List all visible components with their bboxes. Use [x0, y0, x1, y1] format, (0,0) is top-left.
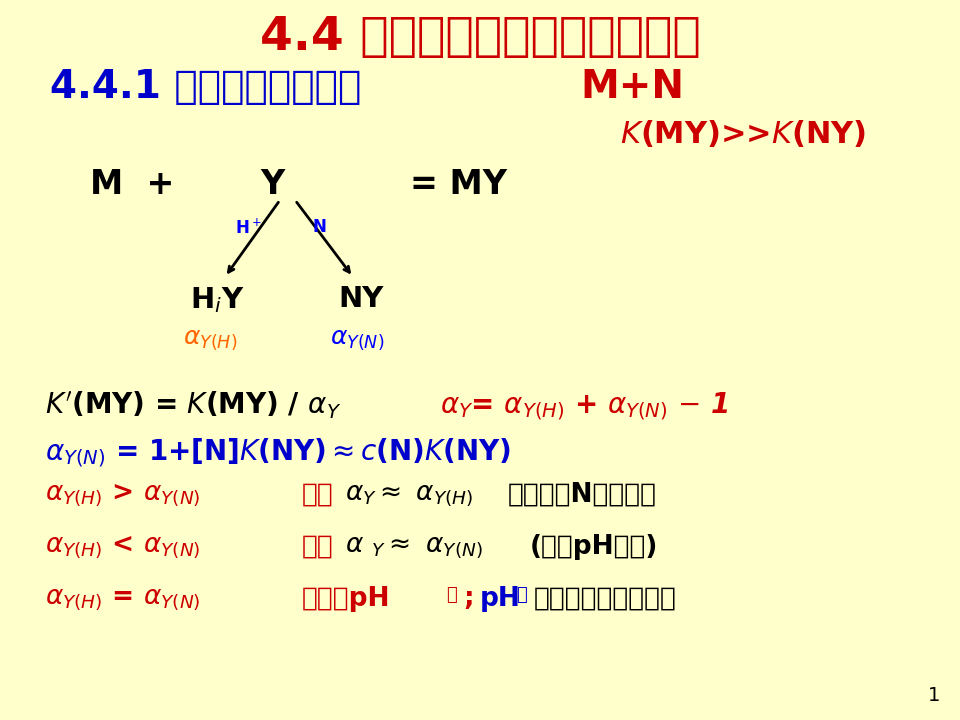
Text: $\alpha_{Y(H)}$ > $\alpha_{Y(N)}$: $\alpha_{Y(H)}$ > $\alpha_{Y(N)}$	[45, 482, 201, 508]
Text: 时，为pH: 时，为pH	[302, 586, 391, 612]
Text: 1: 1	[927, 686, 940, 705]
Text: 仍以不生成沉淠为限: 仍以不生成沉淠为限	[534, 586, 677, 612]
Text: 4.4.1 控制酸度分步滴定: 4.4.1 控制酸度分步滴定	[50, 68, 361, 106]
Text: = MY: = MY	[410, 168, 507, 201]
Text: $\alpha_{Y(H)}$: $\alpha_{Y(H)}$	[183, 328, 237, 352]
Text: Y: Y	[260, 168, 284, 201]
Text: 低: 低	[446, 586, 457, 604]
Text: 时，: 时，	[302, 482, 334, 508]
Text: $\alpha_Y$= $\alpha_{Y(H)}$ + $\alpha_{Y(N)}$ $-$ 1: $\alpha_Y$= $\alpha_{Y(H)}$ + $\alpha_{Y…	[440, 390, 729, 422]
Text: $\alpha_{Y(N)}$ = 1+[N]$\mathit{K}$(NY)$\approx$$\mathit{c}$(N)$\mathit{K}$(NY): $\alpha_{Y(N)}$ = 1+[N]$\mathit{K}$(NY)$…	[45, 436, 511, 469]
Text: $\alpha_{Y(H)}$ < $\alpha_{Y(N)}$: $\alpha_{Y(H)}$ < $\alpha_{Y(N)}$	[45, 534, 201, 560]
Text: （相当于N不存在）: （相当于N不存在）	[508, 482, 657, 508]
Text: ;: ;	[464, 586, 484, 612]
Text: NY: NY	[338, 285, 383, 313]
Text: pH: pH	[480, 586, 521, 612]
Text: $\alpha_Y$$\approx$ $\alpha_{Y(H)}$: $\alpha_Y$$\approx$ $\alpha_{Y(H)}$	[345, 482, 473, 508]
Text: $\alpha$ $_Y$$\approx$ $\alpha_{Y(N)}$: $\alpha$ $_Y$$\approx$ $\alpha_{Y(N)}$	[345, 534, 483, 560]
Text: 高: 高	[516, 586, 527, 604]
Text: $\mathit{K}'$(MY) = $\mathit{K}$(MY) / $\alpha_Y$: $\mathit{K}'$(MY) = $\mathit{K}$(MY) / $…	[45, 390, 341, 421]
Text: (不随pH改变): (不随pH改变)	[530, 534, 659, 560]
Text: 时，: 时，	[302, 534, 334, 560]
Text: M  +: M +	[90, 168, 175, 201]
Text: $\mathit{K}$(MY)>>$\mathit{K}$(NY): $\mathit{K}$(MY)>>$\mathit{K}$(NY)	[620, 118, 866, 149]
Text: M+N: M+N	[580, 68, 684, 106]
Text: H$_i$Y: H$_i$Y	[190, 285, 245, 315]
Text: N: N	[313, 218, 326, 236]
Text: 4.4 混合金属离子的选择性滴定: 4.4 混合金属离子的选择性滴定	[259, 15, 701, 60]
Text: $\alpha_{Y(N)}$: $\alpha_{Y(N)}$	[330, 328, 384, 352]
Text: $\alpha_{Y(H)}$ = $\alpha_{Y(N)}$: $\alpha_{Y(H)}$ = $\alpha_{Y(N)}$	[45, 586, 201, 612]
Text: H$^+$: H$^+$	[235, 218, 262, 238]
